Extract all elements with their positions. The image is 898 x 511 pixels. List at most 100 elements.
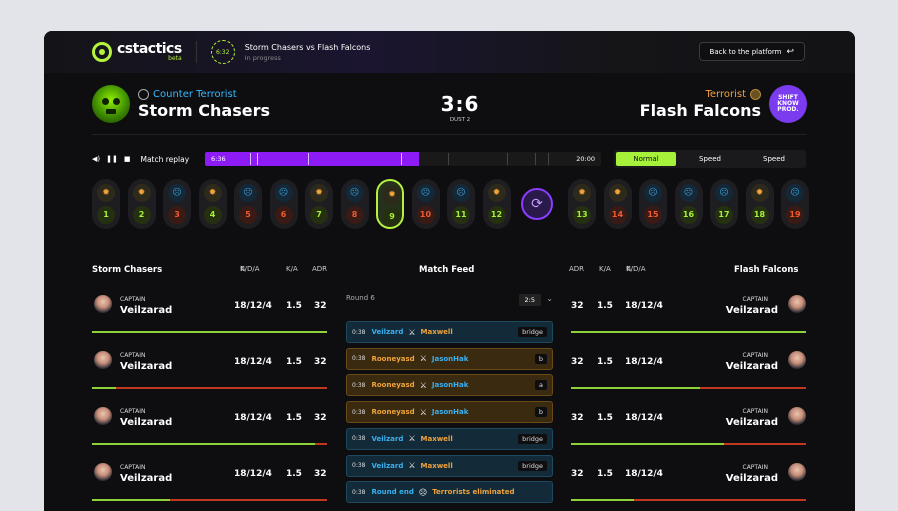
round-pill[interactable]: ✹ 4 xyxy=(198,179,227,229)
round-pill[interactable]: ☹ 8 xyxy=(340,179,369,229)
round-pill[interactable]: ☹ 6 xyxy=(269,179,298,229)
timer-badge: 6:32 xyxy=(210,40,235,64)
player-name: Veilzarad xyxy=(725,473,778,484)
skull-icon: ☹ xyxy=(274,184,293,202)
round-pill[interactable]: ☹ 19 xyxy=(781,179,809,229)
feed-round-header[interactable]: Round 6 2:5 ⌄ xyxy=(346,294,553,308)
side-switch-icon: ⟳ xyxy=(521,188,553,220)
player-role: CAPTAIN xyxy=(120,296,146,303)
feed-event[interactable]: 0:38 Rooneyasd ⚔ JasonHak b xyxy=(346,401,553,424)
health-bar-empty xyxy=(315,443,327,445)
round-pill[interactable]: ☹ 10 xyxy=(411,179,440,229)
player-kda: 18/12/4 xyxy=(625,469,663,479)
team-right-side-label: Terrorist xyxy=(705,88,746,100)
speed-option[interactable]: Speed xyxy=(699,155,721,163)
ka-header-right: K/A xyxy=(599,265,611,273)
speed-option[interactable]: Normal xyxy=(616,152,676,166)
logo[interactable]: cstactics beta xyxy=(92,42,182,62)
round-pill[interactable]: ✹ 18 xyxy=(745,179,774,229)
round-pill[interactable]: ☹ 11 xyxy=(447,179,475,229)
feed-event[interactable]: 0:38 Veilzard ⚔ Maxwell bridge xyxy=(346,321,553,343)
feed-event[interactable]: 0:38 Round end ☹ Terrorists eliminated xyxy=(346,481,553,504)
timeline-end-time: 20:00 xyxy=(576,155,595,163)
team-right: Terrorist Flash Falcons SHIFT KNOW PROD. xyxy=(640,85,807,123)
player-name: Veilzarad xyxy=(120,361,173,372)
bomb-icon: ✹ xyxy=(310,184,328,202)
round-pill[interactable]: ✹ 2 xyxy=(127,179,156,229)
stop-icon[interactable]: ■ xyxy=(123,155,131,163)
feed-title: Match Feed xyxy=(419,265,475,275)
player-row[interactable]: CAPTAIN Veilzarad 32 1.5 18/12/4 xyxy=(571,287,806,339)
event-target: JasonHak xyxy=(431,354,469,363)
feed-event[interactable]: 0:38 Veilzard ⚔ Maxwell bridge xyxy=(346,454,553,477)
timeline-marker xyxy=(507,153,508,165)
player-row[interactable]: CAPTAIN Veilzarad 18/12/4 1.5 32 xyxy=(92,287,327,339)
chevron-down-icon[interactable]: ⌄ xyxy=(546,294,553,303)
player-ka: 1.5 xyxy=(597,413,613,423)
round-pill[interactable]: ✹ 1 xyxy=(92,179,120,229)
adr-header-right: ADR xyxy=(569,265,585,273)
map-name: DUST 2 xyxy=(449,117,471,123)
player-row[interactable]: CAPTAIN Veilzarad 32 1.5 18/12/4 xyxy=(571,343,806,395)
feed-round-label: Round 6 xyxy=(346,294,375,302)
player-adr: 32 xyxy=(571,357,584,367)
player-avatar xyxy=(788,295,806,313)
round-pill[interactable]: ✹ 13 xyxy=(568,179,596,229)
event-actor: Veilzard xyxy=(371,434,404,443)
volume-icon[interactable]: ◀) xyxy=(92,155,101,163)
event-time: 0:38 xyxy=(352,408,366,416)
event-time: 0:38 xyxy=(352,381,366,389)
round-number: 17 xyxy=(715,206,733,224)
round-pill[interactable]: ☹ 3 xyxy=(163,179,191,229)
feed-event[interactable]: 0:38 Veilzard ⚔ Maxwell bridge xyxy=(346,427,553,450)
timeline-start-time: 6:36 xyxy=(211,155,226,163)
round-pill[interactable]: ✹ 12 xyxy=(482,179,511,229)
round-number: 5 xyxy=(239,206,257,224)
round-pill[interactable]: ✹ 14 xyxy=(603,179,632,229)
round-strip: ✹ 1 ✹ 2 ☹ 3 ✹ 4 ☹ 5 ☹ 6 ✹ 7 ☹ 8 ✹ 9 ☹ 10 ☹ 11 ✹ 12 ⟳ ✹ 13 ✹ 14 ☹ 15 ☹ 16… xyxy=(92,179,809,231)
event-time: 0:38 xyxy=(352,355,366,363)
replay-timeline[interactable]: 6:36 20:00 xyxy=(205,152,601,166)
player-row[interactable]: CAPTAIN Veilzarad 18/12/4 1.5 32 xyxy=(92,343,327,395)
timeline-progress xyxy=(205,152,419,166)
player-ka: 1.5 xyxy=(597,301,613,311)
divider xyxy=(195,41,197,63)
pause-icon[interactable]: ❚❚ xyxy=(106,155,118,163)
player-row[interactable]: CAPTAIN Veilzarad 18/12/4 1.5 32 xyxy=(92,399,327,451)
player-ka: 1.5 xyxy=(286,413,302,423)
player-row[interactable]: CAPTAIN Veilzarad 32 1.5 18/12/4 xyxy=(571,455,806,507)
event-actor: Veilzard xyxy=(371,461,404,470)
player-row[interactable]: CAPTAIN Veilzarad 18/12/4 1.5 32 xyxy=(92,455,327,507)
round-number: 12 xyxy=(487,206,506,224)
feed-event[interactable]: 0:38 Rooneyasd ⚔ JasonHak a xyxy=(346,374,553,397)
round-pill[interactable]: ✹ 7 xyxy=(305,179,333,229)
back-to-platform-button[interactable]: Back to the platform ↩ xyxy=(698,42,805,61)
player-kda: 18/12/4 xyxy=(625,413,663,423)
kda-header-right[interactable]: K/D/A ⇅ xyxy=(626,265,646,273)
round-pill[interactable]: ☹ 17 xyxy=(710,179,738,229)
speed-selector: Normal Speed Speed xyxy=(614,150,806,168)
round-pill[interactable]: ✹ 9 xyxy=(376,179,404,229)
round-pill[interactable]: ☹ 15 xyxy=(639,179,667,229)
kda-header-left[interactable]: K/D/A ⇅ xyxy=(240,265,260,273)
round-number: 10 xyxy=(416,206,435,224)
player-role: CAPTAIN xyxy=(120,464,146,471)
round-pill[interactable]: ☹ 16 xyxy=(674,179,703,229)
speed-option[interactable]: Speed xyxy=(763,155,785,163)
feed-event[interactable]: 0:38 Rooneyasd ⚔ JasonHak b xyxy=(346,347,553,370)
round-pill[interactable]: ☹ 5 xyxy=(234,179,262,229)
bomb-icon: ✹ xyxy=(608,184,627,202)
health-bar-filled xyxy=(571,331,806,333)
round-number: 14 xyxy=(608,206,627,224)
event-actor: Round end xyxy=(371,488,414,497)
player-ka: 1.5 xyxy=(286,469,302,479)
round-number: 16 xyxy=(679,206,698,224)
player-row[interactable]: CAPTAIN Veilzarad 32 1.5 18/12/4 xyxy=(571,399,806,451)
round-number: 1 xyxy=(97,206,115,224)
adr-header-left: ADR xyxy=(312,265,328,273)
player-name: Veilzarad xyxy=(120,473,173,484)
player-kda: 18/12/4 xyxy=(234,413,272,423)
round-number: 19 xyxy=(786,206,804,224)
replay-label: Match replay xyxy=(140,154,190,164)
player-role: CAPTAIN xyxy=(120,352,146,359)
